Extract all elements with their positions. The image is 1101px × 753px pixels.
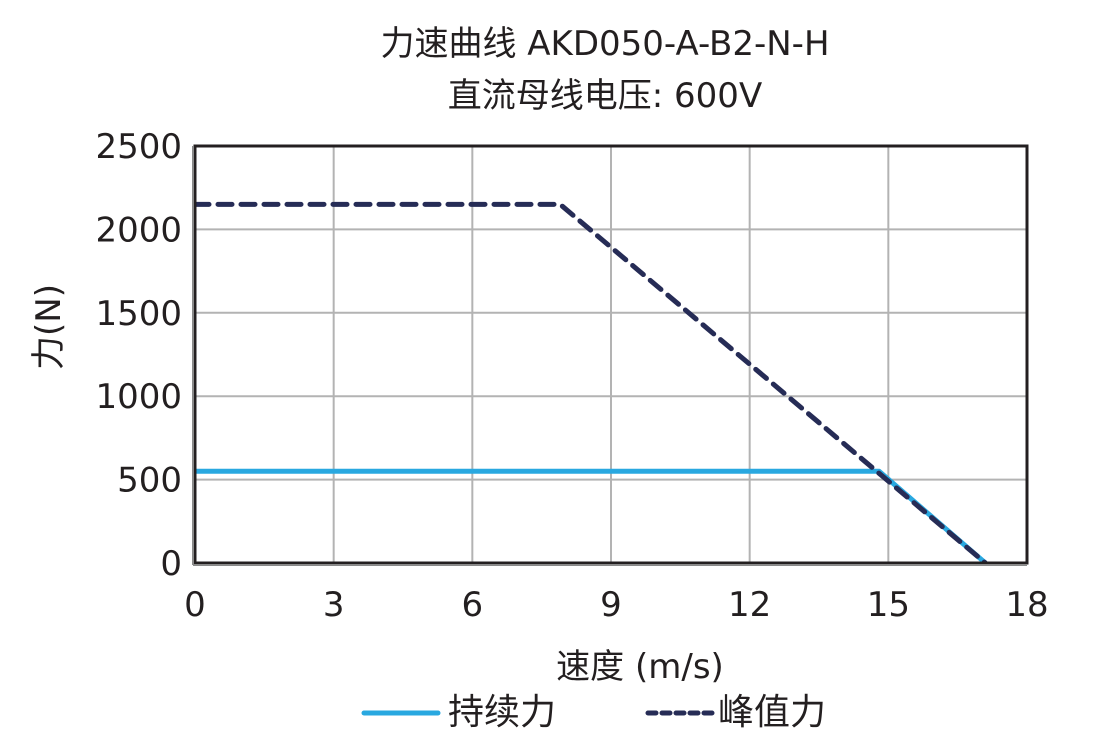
y-tick-label: 1500 [95, 294, 182, 334]
legend-swatch-dot [707, 710, 713, 716]
y-tick-label: 2000 [95, 210, 182, 250]
plot-frame [193, 144, 1029, 565]
y-tick-label: 1000 [95, 377, 182, 417]
x-tick-label: 0 [184, 585, 206, 625]
chart-title: 力速曲线 AKD050-A-B2-N-H [380, 24, 830, 64]
y-axis-ticks: 0 500 1000 1500 2000 2500 [95, 127, 182, 584]
x-tick-label: 18 [1005, 585, 1048, 625]
grid-lines [194, 145, 1028, 564]
x-tick-label: 12 [728, 585, 771, 625]
peak-force-line [192, 201, 988, 566]
legend-label-peak: 峰值力 [718, 692, 826, 733]
y-tick-label: 500 [117, 461, 182, 501]
x-tick-label: 15 [867, 585, 910, 625]
y-tick-label: 2500 [95, 127, 182, 167]
x-tick-label: 9 [600, 585, 622, 625]
legend-label-continuous: 持续力 [448, 692, 556, 733]
x-tick-label: 6 [462, 585, 484, 625]
legend-item-continuous: 持续力 [361, 692, 556, 733]
y-tick-label: 0 [160, 544, 182, 584]
y-axis-label: 力(N) [29, 284, 69, 370]
x-axis-label: 速度 (m/s) [556, 647, 724, 687]
legend-item-peak: 峰值力 [645, 692, 826, 733]
continuous-force-line [195, 468, 988, 565]
x-tick-label: 3 [323, 585, 345, 625]
chart-subtitle: 直流母线电压: 600V [447, 76, 763, 116]
x-axis-ticks: 0 3 6 9 12 15 18 [184, 585, 1048, 625]
series-lines [192, 201, 988, 566]
legend: 持续力 峰值力 [361, 692, 826, 733]
